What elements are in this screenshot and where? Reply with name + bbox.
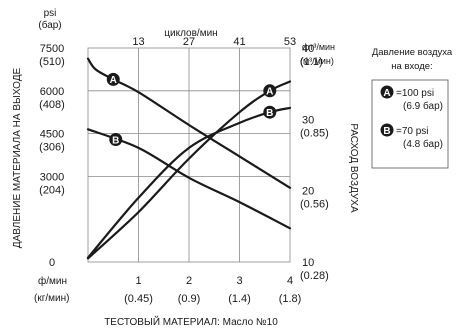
bottom-tick-label: 3 bbox=[236, 275, 242, 287]
right-tick-sublabel: (0.56) bbox=[300, 199, 329, 211]
series-marker-b-right-letter: B bbox=[266, 108, 273, 119]
right-tick-label: 20 bbox=[302, 186, 314, 198]
left-tick-sublabel: (510) bbox=[39, 56, 65, 68]
grid bbox=[87, 47, 291, 263]
series-marker-b-right bbox=[263, 105, 277, 119]
series-marker-b-left-letter: B bbox=[112, 135, 119, 146]
bottom-tick-sublabel: (1.8) bbox=[279, 293, 302, 305]
legend-marker-b bbox=[380, 123, 394, 137]
left-tick-label: 6000 bbox=[40, 86, 64, 98]
left-unit-sublabel: (бар) bbox=[38, 19, 61, 31]
left-axis-title: ДАВЛЕНИЕ МАТЕРИАЛА НА ВЫХОДЕ bbox=[12, 67, 23, 248]
right-tick-sublabel: (1.1) bbox=[300, 56, 323, 68]
series-marker-a-right bbox=[263, 84, 277, 98]
bottom-unit-label: ф/мин bbox=[38, 275, 67, 287]
legend: Давление воздуха на входе: A =100 psi(6.9… bbox=[371, 47, 453, 169]
series-marker-a-left-letter: A bbox=[110, 75, 117, 86]
left-tick-label: 0 bbox=[49, 257, 55, 269]
top-tick-label: 27 bbox=[183, 36, 195, 48]
legend-marker-a bbox=[380, 85, 394, 99]
bottom-axis-title: ТЕСТОВЫЙ МАТЕРИАЛ: Масло №10 bbox=[104, 315, 278, 328]
legend-title-line2: на входе: bbox=[391, 61, 432, 72]
legend-marker-a-letter: A bbox=[383, 88, 390, 99]
left-unit-label: psi bbox=[44, 8, 57, 19]
right-tick-label: 30 bbox=[302, 114, 314, 126]
top-tick-label: 13 bbox=[132, 36, 144, 48]
bottom-tick-label: 2 bbox=[186, 275, 192, 287]
legend-item-sublabel: (6.9 бар) bbox=[403, 100, 443, 112]
legend-title-line1: Давление воздуха bbox=[372, 47, 453, 58]
series-line-b-left bbox=[86, 128, 292, 230]
legend-box bbox=[371, 79, 449, 169]
bottom-tick-sublabel: (0.45) bbox=[124, 293, 153, 305]
right-tick-label: 10 bbox=[302, 257, 314, 269]
left-tick-label: 4500 bbox=[40, 129, 64, 141]
left-tick-label: 7500 bbox=[40, 43, 64, 55]
series-marker-a-left bbox=[106, 72, 120, 86]
series-marker-a-right-letter: A bbox=[266, 87, 273, 98]
tick-labels: 7500(510)6000(408)4500(306)3000(204)040(… bbox=[39, 36, 329, 305]
top-tick-label: 53 bbox=[284, 36, 296, 48]
bottom-tick-sublabel: (0.9) bbox=[178, 293, 201, 305]
top-tick-label: 41 bbox=[233, 36, 245, 48]
right-tick-label: 40 bbox=[302, 43, 314, 55]
left-tick-sublabel: (204) bbox=[39, 184, 65, 196]
left-tick-sublabel: (306) bbox=[39, 142, 65, 154]
legend-marker-b-letter: B bbox=[383, 126, 390, 137]
series-marker-b-left bbox=[109, 133, 123, 147]
right-tick-sublabel: (0.28) bbox=[300, 270, 329, 282]
right-unit-label: фт³/мин bbox=[302, 42, 335, 52]
right-tick-sublabel: (0.85) bbox=[300, 127, 329, 139]
legend-item-label: =100 psi bbox=[396, 88, 434, 99]
left-tick-sublabel: (408) bbox=[39, 99, 65, 111]
right-unit-sublabel: (м³/мин) bbox=[300, 56, 334, 66]
left-tick-label: 3000 bbox=[40, 171, 64, 183]
bottom-tick-label: 4 bbox=[287, 275, 293, 287]
right-axis-title: РАСХОД ВОЗДУХА bbox=[348, 123, 359, 213]
bottom-tick-sublabel: (1.4) bbox=[228, 293, 251, 305]
top-axis-label: циклов/мин bbox=[164, 28, 217, 39]
legend-item-sublabel: (4.8 бар) bbox=[403, 138, 443, 150]
series-line-a-left bbox=[86, 57, 292, 189]
legend-item-label: =70 psi bbox=[396, 126, 429, 137]
bottom-tick-label: 1 bbox=[135, 275, 141, 287]
bottom-unit-sublabel: (кг/мин) bbox=[34, 293, 69, 304]
